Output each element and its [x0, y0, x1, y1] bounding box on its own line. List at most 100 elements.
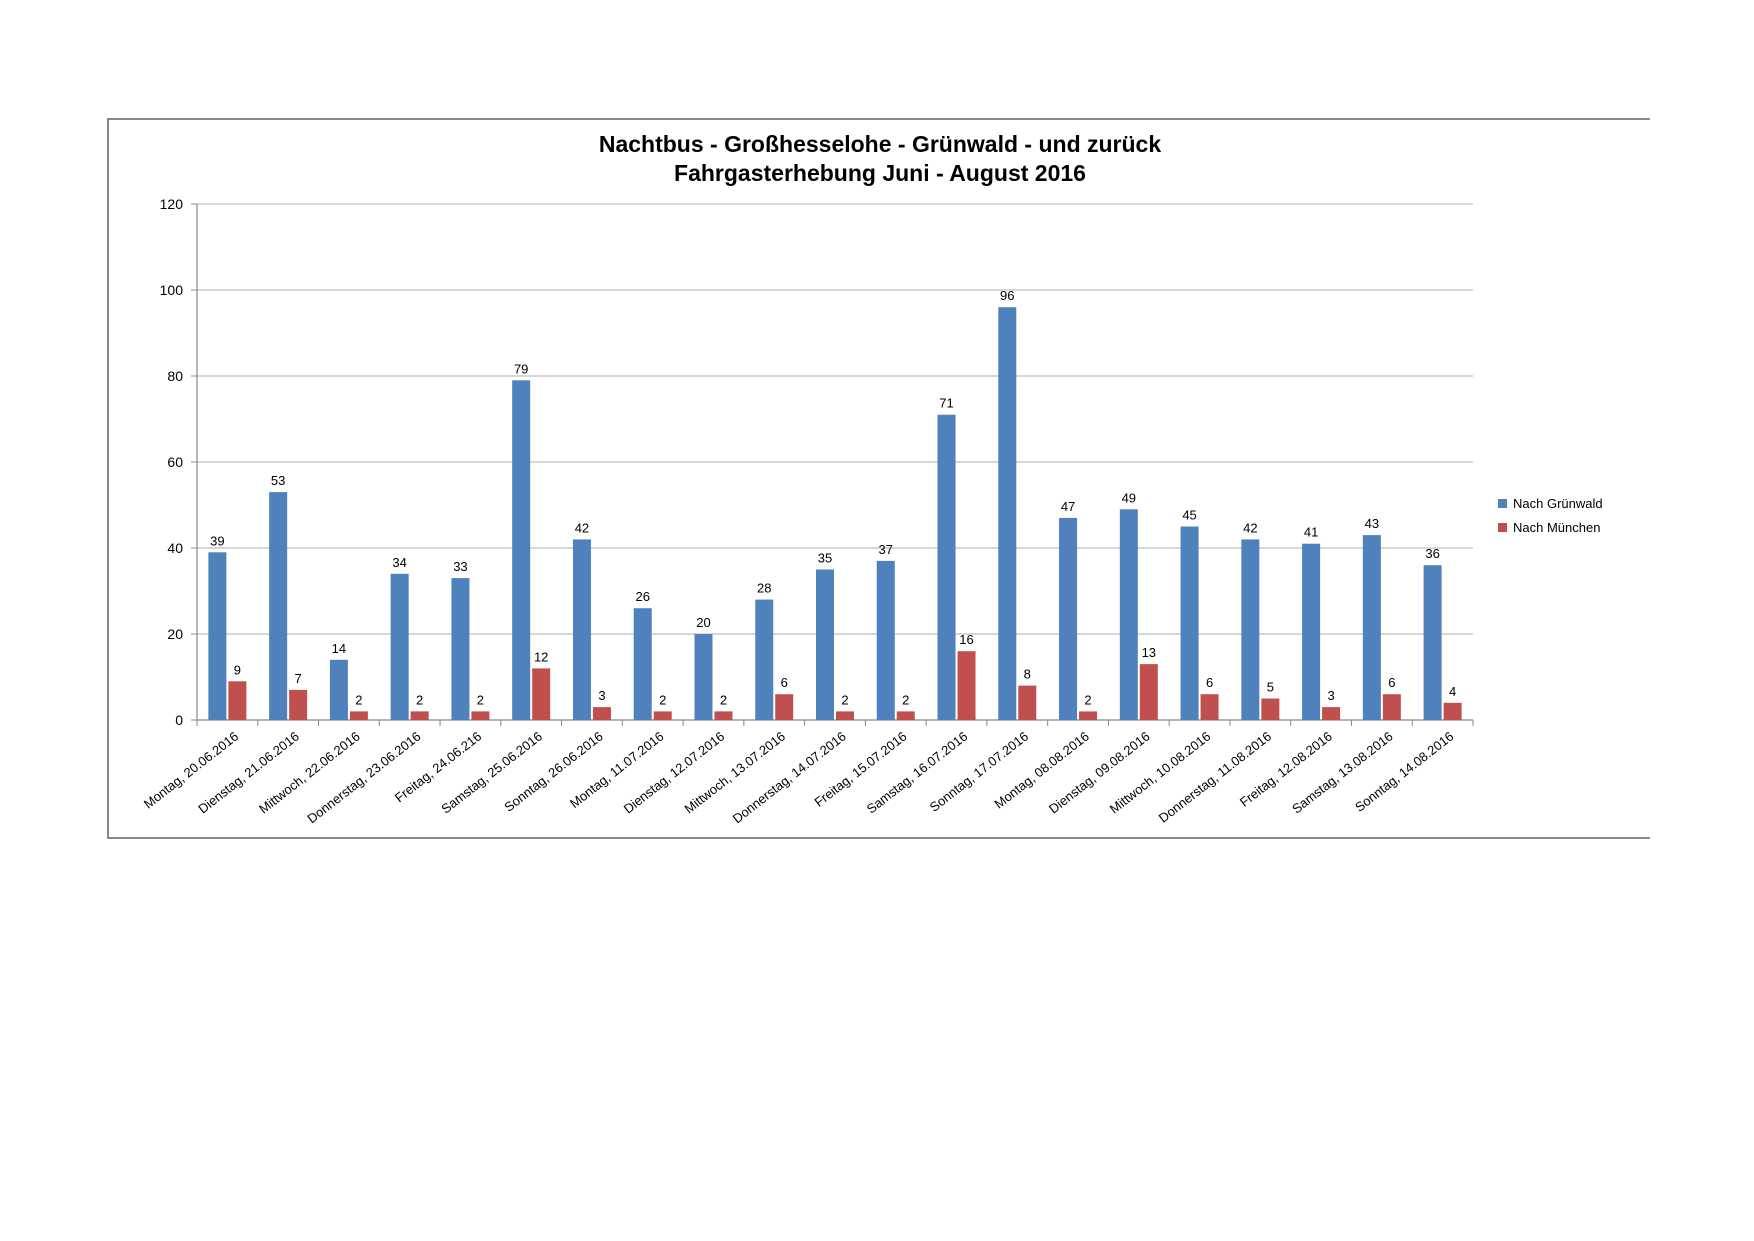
data-label: 37: [879, 542, 893, 557]
x-category-label: Donnerstag, 23.06.2016: [304, 729, 423, 827]
data-label: 6: [1206, 675, 1213, 690]
bar: [876, 560, 895, 720]
bar: [349, 711, 368, 720]
data-label: 2: [902, 692, 909, 707]
legend-label: Nach München: [1513, 520, 1600, 535]
chart-subtitle: Fahrgasterhebung Juni - August 2016: [674, 160, 1086, 186]
bar: [451, 578, 470, 720]
bar: [775, 694, 794, 720]
bar: [1423, 565, 1442, 720]
x-category-label: Mittwoch, 13.07.2016: [681, 729, 788, 817]
bar: [572, 539, 591, 720]
bar: [1241, 539, 1260, 720]
x-category-label: Sonntag, 14.08.2016: [1352, 729, 1456, 815]
x-category-label: Mittwoch, 22.06.2016: [256, 729, 363, 817]
bar: [694, 634, 713, 720]
bar: [1139, 664, 1158, 720]
data-label: 16: [959, 632, 973, 647]
bar: [633, 608, 652, 720]
bar: [836, 711, 854, 720]
data-label: 20: [696, 615, 710, 630]
axes: [196, 204, 1474, 726]
bar: [390, 573, 409, 720]
bar: [937, 414, 956, 720]
bar: [896, 711, 915, 720]
data-label: 2: [477, 692, 484, 707]
bar: [289, 689, 308, 720]
bar: [1059, 517, 1078, 720]
bar: [1200, 694, 1219, 720]
data-label: 14: [332, 641, 346, 656]
data-label: 9: [234, 662, 241, 677]
data-label: 3: [598, 688, 605, 703]
data-label: 5: [1267, 680, 1274, 695]
bar: [1018, 685, 1037, 720]
bar: [471, 711, 490, 720]
data-label: 33: [453, 559, 467, 574]
data-label: 36: [1425, 546, 1439, 561]
bar: [1119, 509, 1138, 720]
gridlines: [197, 203, 1473, 635]
data-label: 8: [1024, 667, 1031, 682]
bar: [714, 711, 733, 720]
data-label: 2: [659, 692, 666, 707]
x-category-label: Dienstag, 09.08.2016: [1046, 729, 1153, 817]
data-label: 6: [781, 675, 788, 690]
data-label: 2: [416, 692, 423, 707]
legend-swatch: [1498, 523, 1507, 532]
x-category-label: Samstag, 16.07.2016: [864, 729, 971, 817]
data-label: 26: [635, 589, 649, 604]
data-label: 53: [271, 473, 285, 488]
y-tick-label: 20: [167, 626, 183, 642]
data-label: 12: [534, 649, 548, 664]
data-label: 47: [1061, 499, 1075, 514]
legend: Nach Grünwald Nach München: [1498, 496, 1603, 535]
data-label: 13: [1142, 645, 1156, 660]
data-label: 42: [1243, 520, 1257, 535]
data-label: 28: [757, 581, 771, 596]
bar: [329, 659, 348, 720]
bar: [228, 681, 247, 720]
bar: [208, 552, 227, 720]
data-label: 3: [1327, 688, 1334, 703]
bar: [1180, 526, 1199, 720]
bar: [512, 380, 531, 720]
data-label: 4: [1449, 684, 1456, 699]
bars: [208, 307, 1462, 720]
data-label: 41: [1304, 525, 1318, 540]
bar: [1443, 702, 1462, 720]
data-label: 34: [392, 555, 406, 570]
y-tick-label: 120: [160, 196, 184, 212]
data-label: 2: [355, 692, 362, 707]
data-label: 43: [1365, 516, 1379, 531]
x-category-label: Dienstag, 21.06.2016: [195, 729, 302, 817]
data-label: 96: [1000, 288, 1014, 303]
bar: [1302, 543, 1321, 720]
y-axis-ticks: 0 20 40 60 80 100 120: [160, 196, 197, 728]
bar: [653, 711, 672, 720]
data-label: 49: [1122, 490, 1136, 505]
data-label: 42: [575, 520, 589, 535]
chart-title: Nachtbus - Großhesselohe - Grünwald - un…: [599, 131, 1161, 157]
bar: [1382, 694, 1401, 720]
y-tick-label: 60: [167, 454, 183, 470]
y-tick-label: 80: [167, 368, 183, 384]
data-label: 2: [841, 692, 848, 707]
bar: [1322, 707, 1341, 720]
bar: [816, 569, 834, 720]
data-label: 71: [939, 396, 953, 411]
bar: [998, 307, 1017, 720]
data-label: 2: [1084, 692, 1091, 707]
x-category-label: Sonntag, 17.07.2016: [927, 729, 1031, 815]
data-label: 6: [1388, 675, 1395, 690]
x-category-label: Sonntag, 26.06.2016: [501, 729, 605, 815]
x-category-label: Dienstag, 12.07.2016: [621, 729, 728, 817]
x-category-label: Samstag, 13.08.2016: [1289, 729, 1396, 817]
data-labels: 3995371423423327912423262202286352372711…: [210, 288, 1456, 707]
x-category-label: Mittwoch, 10.08.2016: [1107, 729, 1214, 817]
bar: [1362, 535, 1381, 720]
y-tick-label: 40: [167, 540, 183, 556]
data-label: 39: [210, 533, 224, 548]
